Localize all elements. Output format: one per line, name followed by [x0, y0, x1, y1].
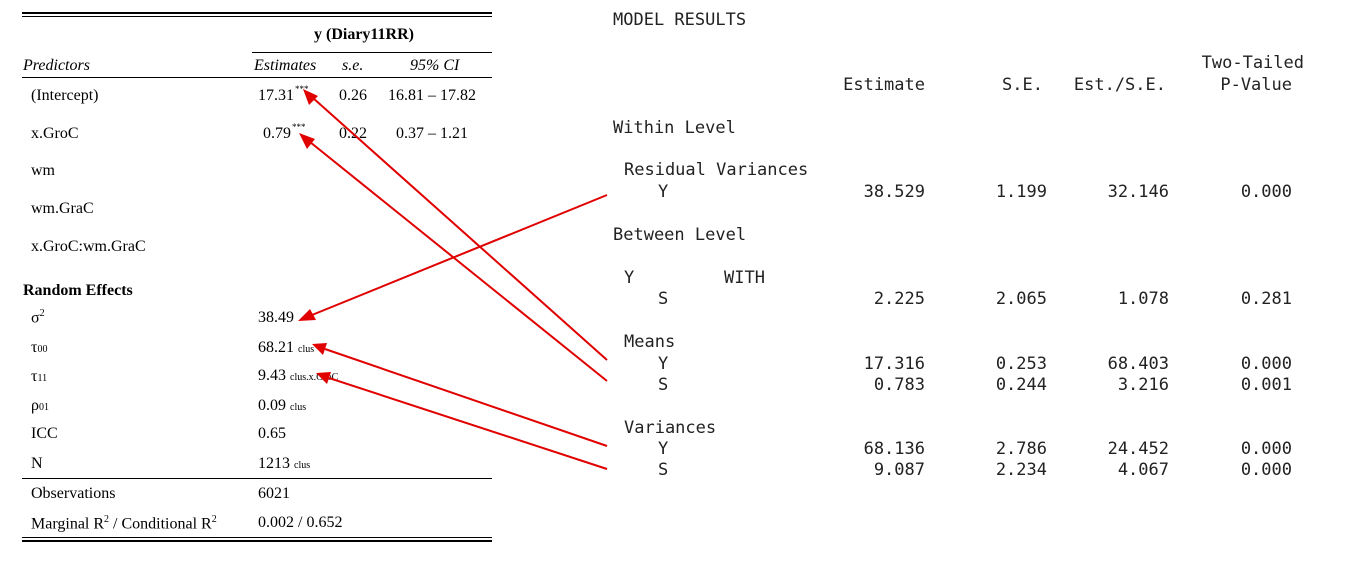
between-level-heading: Between Level — [613, 225, 747, 245]
r2-label: Marginal R2 / Conditional R2 — [31, 514, 217, 533]
table-bottom-rule — [22, 540, 492, 542]
means-heading: Means — [624, 332, 676, 352]
random-effect-value: 0.65 — [258, 425, 286, 442]
dv-header-rule — [252, 52, 492, 53]
random-effect-label: τ11 — [31, 368, 48, 385]
random-effect-label: σ2 — [31, 308, 45, 327]
random-effect-label: ICC — [31, 425, 58, 442]
random-effect-value: 68.21 clus — [258, 339, 315, 356]
header-estimate: Estimate — [843, 75, 925, 95]
model-results-output: MODEL RESULTS Estimate S.E. Est./S.E. Tw… — [613, 10, 1304, 480]
observations-label: Observations — [31, 485, 116, 502]
dependent-variable-header: y (Diary11RR) — [314, 26, 414, 43]
random-effect-value: 38.49 — [258, 309, 294, 326]
r2-value: 0.002 / 0.652 — [258, 514, 343, 531]
predictor-label: wm.GraC — [31, 200, 94, 217]
header-se: S.E. — [1002, 75, 1043, 95]
model-results-title: MODEL RESULTS — [613, 10, 747, 30]
random-effect-label: ρ01 — [31, 397, 49, 414]
ci-cell: 16.81 – 17.82 — [388, 87, 476, 104]
random-effect-value: 0.09 clus — [258, 397, 307, 414]
table-top-rule — [22, 12, 492, 14]
predictor-label: (Intercept) — [31, 87, 99, 104]
table-top-rule-thin — [22, 16, 492, 17]
random-effect-value: 9.43 clus.x.GroC — [258, 367, 339, 384]
significance-stars: *** — [295, 84, 309, 94]
header-pvalue-line1: Two-Tailed — [1201, 53, 1304, 73]
col-header-estimates: Estimates — [254, 57, 317, 74]
random-effects-header: Random Effects — [23, 282, 133, 299]
with-row-label: Y — [624, 268, 635, 288]
random-effect-label: τ00 — [31, 339, 48, 356]
col-header-se: s.e. — [342, 57, 364, 74]
header-pvalue-line2: P-Value — [1220, 75, 1292, 95]
col-header-predictors: Predictors — [23, 57, 90, 74]
predictor-label: x.GroC — [31, 125, 79, 142]
within-level-heading: Within Level — [613, 118, 736, 138]
table-bottom-rule-thin — [22, 537, 492, 538]
estimate-cell: 0.79*** — [263, 122, 306, 142]
observations-value: 6021 — [258, 485, 290, 502]
estimate-cell: 17.31*** — [258, 84, 309, 104]
ci-cell: 0.37 – 1.21 — [396, 125, 468, 142]
regression-table: y (Diary11RR) Predictors Estimates s.e. … — [0, 0, 500, 588]
predictor-label: wm — [31, 162, 55, 179]
random-effect-value: 1213 clus — [258, 455, 311, 472]
residual-variances-heading: Residual Variances — [624, 160, 809, 180]
significance-stars: *** — [292, 122, 306, 132]
header-est-se: Est./S.E. — [1073, 75, 1166, 95]
with-keyword: WITH — [724, 268, 765, 288]
se-cell: 0.26 — [339, 87, 367, 104]
header-rule — [22, 77, 492, 78]
variances-heading: Variances — [624, 418, 717, 438]
predictor-label: x.GroC:wm.GraC — [31, 238, 146, 255]
observations-rule — [22, 478, 492, 479]
random-effect-label: N — [31, 455, 43, 472]
se-cell: 0.22 — [339, 125, 367, 142]
col-header-ci: 95% CI — [410, 57, 460, 74]
